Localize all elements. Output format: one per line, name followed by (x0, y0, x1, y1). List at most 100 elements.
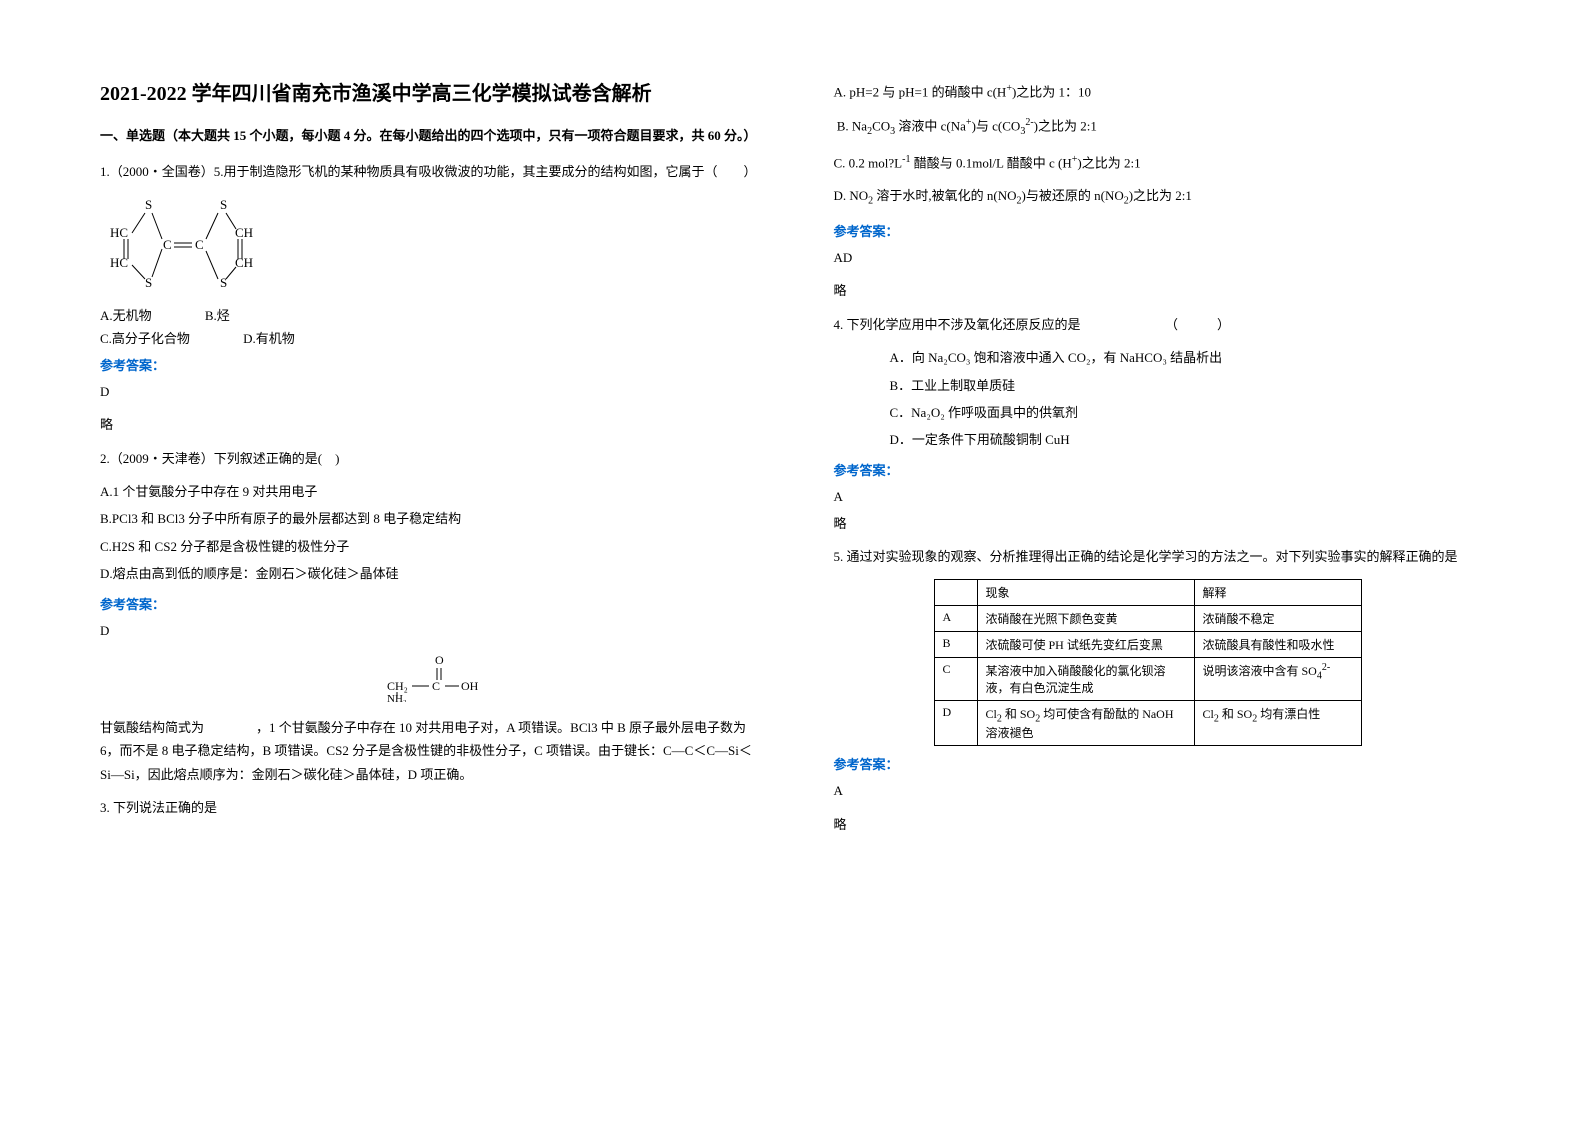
q3-explain: 略 (834, 279, 1488, 302)
q4-answer-label: 参考答案： (834, 460, 1488, 479)
q2-stem: 2.（2009・天津卷）下列叙述正确的是( ) (100, 447, 754, 470)
row-expl: 浓硫酸具有酸性和吸水性 (1194, 631, 1361, 657)
row-phen: 某溶液中加入硝酸酸化的氯化钡溶液，有白色沉淀生成 (977, 657, 1194, 700)
q3-optD-post: )之比为 2:1 (1129, 188, 1192, 203)
table-row: D Cl2 和 SO2 均可使含有酚酞的 NaOH 溶液褪色 Cl2 和 SO2… (934, 700, 1361, 745)
table-header-expl: 解释 (1194, 579, 1361, 605)
q5-table: 现象 解释 A 浓硝酸在光照下颜色变黄 浓硝酸不稳定 B 浓硫酸可使 PH 试纸… (934, 579, 1362, 746)
svg-text:O: O (435, 653, 444, 667)
q1-optA: A.无机物 (100, 305, 152, 324)
row-key: A (934, 605, 977, 631)
q2-optB: B.PCl3 和 BCl3 分子中所有原子的最外层都达到 8 电子稳定结构 (100, 507, 754, 530)
svg-text:S: S (220, 275, 227, 287)
q4-optA: A．向 Na₂CO₃ 饱和溶液中通入 CO₂，有 NaHCO₃ 结晶析出 (834, 346, 1488, 369)
q3-optC-pre: C. 0.2 mol?L (834, 155, 903, 170)
q3-optB-mid3: )与 c(CO (972, 118, 1021, 133)
row-phen: 浓硝酸在光照下颜色变黄 (977, 605, 1194, 631)
q4-explain: 略 (834, 512, 1488, 535)
q2-answer: D (100, 619, 754, 642)
q4-answer: A (834, 485, 1488, 508)
row-expl-post: 均有漂白性 (1257, 707, 1320, 721)
row-expl: 说明该溶液中含有 SO42- (1194, 657, 1361, 700)
q2-answer-label: 参考答案： (100, 594, 754, 613)
svg-text:S: S (145, 275, 152, 287)
row-expl-pre: Cl (1203, 707, 1214, 721)
table-row: A 浓硝酸在光照下颜色变黄 浓硝酸不稳定 (934, 605, 1361, 631)
row-expl-pre: 说明该溶液中含有 SO (1203, 664, 1317, 678)
row-key: D (934, 700, 977, 745)
q1-options-row2: C.高分子化合物 D.有机物 (100, 328, 754, 347)
svg-text:S: S (220, 197, 227, 212)
q3-optA-post: )之比为 1：10 (1012, 84, 1091, 99)
q3-answer-label: 参考答案： (834, 221, 1488, 240)
table-row: C 某溶液中加入硝酸酸化的氯化钡溶液，有白色沉淀生成 说明该溶液中含有 SO42… (934, 657, 1361, 700)
svg-text:S: S (145, 197, 152, 212)
row-expl: Cl2 和 SO2 均有漂白性 (1194, 700, 1361, 745)
exam-title: 2021-2022 学年四川省南充市渔溪中学高三化学模拟试卷含解析 (100, 80, 754, 108)
q3-optA-pre: A. pH=2 与 pH=1 的硝酸中 c(H (834, 84, 1007, 99)
svg-text:C: C (432, 679, 440, 693)
q2-optD: D.熔点由高到低的顺序是：金刚石＞碳化硅＞晶体硅 (100, 562, 754, 585)
svg-text:HC: HC (110, 255, 128, 270)
q5-answer-label: 参考答案： (834, 754, 1488, 773)
row-phen-mid1: 和 SO (1002, 707, 1035, 721)
q1-structure-diagram: S S HC CH HC CH S S C C (110, 197, 754, 291)
table-header-phen: 现象 (977, 579, 1194, 605)
svg-text:NH₂: NH₂ (387, 693, 407, 702)
svg-text:CH: CH (235, 225, 253, 240)
q1-explain: 略 (100, 413, 754, 436)
exam-page: 2021-2022 学年四川省南充市渔溪中学高三化学模拟试卷含解析 一、单选题（… (0, 0, 1587, 886)
q3-stem: 3. 下列说法正确的是 (100, 796, 754, 819)
table-header-row: 现象 解释 (934, 579, 1361, 605)
q4-optB: B．工业上制取单质硅 (834, 374, 1488, 397)
table-header-empty (934, 579, 977, 605)
row-key: C (934, 657, 977, 700)
q1-stem: 1.（2000・全国卷）5.用于制造隐形飞机的某种物质具有吸收微波的功能，其主要… (100, 160, 754, 183)
q1-options-row1: A.无机物 B.烃 (100, 305, 754, 324)
svg-text:C: C (163, 237, 172, 252)
q3-optC-mid: 醋酸与 0.1mol/L 醋酸中 c (H (910, 155, 1071, 170)
q3-optC: C. 0.2 mol?L-1 醋酸与 0.1mol/L 醋酸中 c (H+)之比… (834, 151, 1488, 175)
q3-optB-mid1: CO (872, 118, 890, 133)
row-key: B (934, 631, 977, 657)
right-column: A. pH=2 与 pH=1 的硝酸中 c(H+)之比为 1：10 B. Na2… (834, 80, 1488, 846)
svg-text:CH₂: CH₂ (387, 679, 408, 693)
q1-optC: C.高分子化合物 (100, 328, 190, 347)
q3-optB: B. Na2CO3 溶液中 c(Na+)与 c(CO32-)之比为 2:1 (834, 114, 1488, 141)
q2-glycine-prefix: 甘氨酸结构简式为 (100, 720, 204, 735)
row-phen-pre: Cl (986, 707, 997, 721)
row-expl-mid: 和 SO (1219, 707, 1252, 721)
q3-optA: A. pH=2 与 pH=1 的硝酸中 c(H+)之比为 1：10 (834, 80, 1488, 104)
q1-optD: D.有机物 (243, 328, 295, 347)
q3-optB-pre: B. Na (837, 118, 867, 133)
row-phen: 浓硫酸可使 PH 试纸先变红后变黑 (977, 631, 1194, 657)
q3-answer: AD (834, 246, 1488, 269)
svg-text:OH: OH (461, 679, 479, 693)
q5-stem: 5. 通过对实验现象的观察、分析推理得出正确的结论是化学学习的方法之一。对下列实… (834, 545, 1488, 568)
q3-optD: D. NO2 溶于水时,被氧化的 n(NO2)与被还原的 n(NO2)之比为 2… (834, 184, 1488, 211)
svg-text:C: C (195, 237, 204, 252)
q1-answer: D (100, 380, 754, 403)
q4-stem: 4. 下列化学应用中不涉及氧化还原反应的是 （ ） (834, 313, 1488, 336)
q1-answer-label: 参考答案： (100, 355, 754, 374)
q3-optC-post: )之比为 2:1 (1077, 155, 1140, 170)
q3-optD-pre: D. NO (834, 188, 869, 203)
q2-optC: C.H2S 和 CS2 分子都是含极性键的极性分子 (100, 535, 754, 558)
q4-optD: D．一定条件下用硫酸铜制 CuH (834, 428, 1488, 451)
q5-explain: 略 (834, 813, 1488, 836)
glycine-structure: O CH₂ C OH NH₂ (100, 652, 754, 706)
q1-optB: B.烃 (205, 305, 230, 324)
q2-optA: A.1 个甘氨酸分子中存在 9 对共用电子 (100, 480, 754, 503)
table-row: B 浓硫酸可使 PH 试纸先变红后变黑 浓硫酸具有酸性和吸水性 (934, 631, 1361, 657)
q3-optB-mid2: 溶液中 c(Na (895, 118, 966, 133)
row-expl: 浓硝酸不稳定 (1194, 605, 1361, 631)
svg-text:HC: HC (110, 225, 128, 240)
q3-optB-post: )之比为 2:1 (1034, 118, 1097, 133)
q2-explain: 甘氨酸结构简式为 ，1 个甘氨酸分子中存在 10 对共用电子对，A 项错误。BC… (100, 716, 754, 786)
row-phen: Cl2 和 SO2 均可使含有酚酞的 NaOH 溶液褪色 (977, 700, 1194, 745)
q3-optD-mid2: )与被还原的 n(NO (1022, 188, 1124, 203)
q4-optC: C．Na₂O₂ 作呼吸面具中的供氧剂 (834, 401, 1488, 424)
q3-optD-mid1: 溶于水时,被氧化的 n(NO (873, 188, 1016, 203)
left-column: 2021-2022 学年四川省南充市渔溪中学高三化学模拟试卷含解析 一、单选题（… (100, 80, 754, 846)
q5-answer: A (834, 779, 1488, 802)
